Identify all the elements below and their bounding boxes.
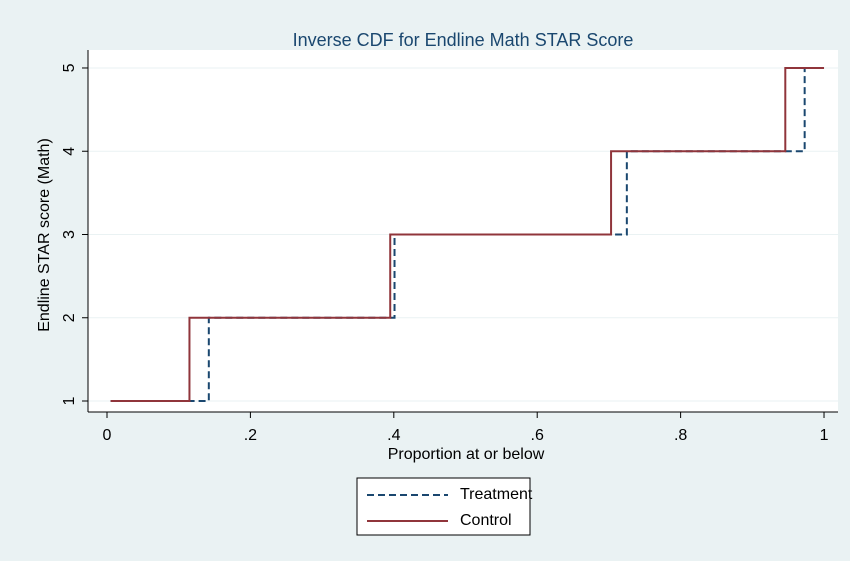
- y-tick-label: 4: [61, 147, 78, 156]
- x-tick-label: .8: [674, 427, 687, 444]
- y-tick-label: 1: [61, 396, 78, 405]
- y-tick-label: 2: [61, 313, 78, 322]
- plot-area: [88, 50, 838, 412]
- x-tick-label: .4: [387, 427, 400, 444]
- x-axis-label: Proportion at or below: [388, 446, 545, 463]
- x-tick-label: 1: [820, 427, 829, 444]
- x-tick-label: .2: [244, 427, 257, 444]
- legend-box: [356, 477, 531, 536]
- series-line: [110, 66, 825, 403]
- x-tick-label: 0: [103, 427, 112, 444]
- chart-title: Inverse CDF for Endline Math STAR Score: [293, 30, 634, 50]
- x-tick-label: .6: [531, 427, 544, 444]
- legend-label: Treatment: [460, 486, 533, 503]
- y-axis-label: Endline STAR score (Math): [36, 138, 53, 332]
- legend-label: Control: [460, 512, 512, 529]
- y-tick-label: 3: [61, 230, 78, 239]
- y-tick-label: 5: [61, 63, 78, 72]
